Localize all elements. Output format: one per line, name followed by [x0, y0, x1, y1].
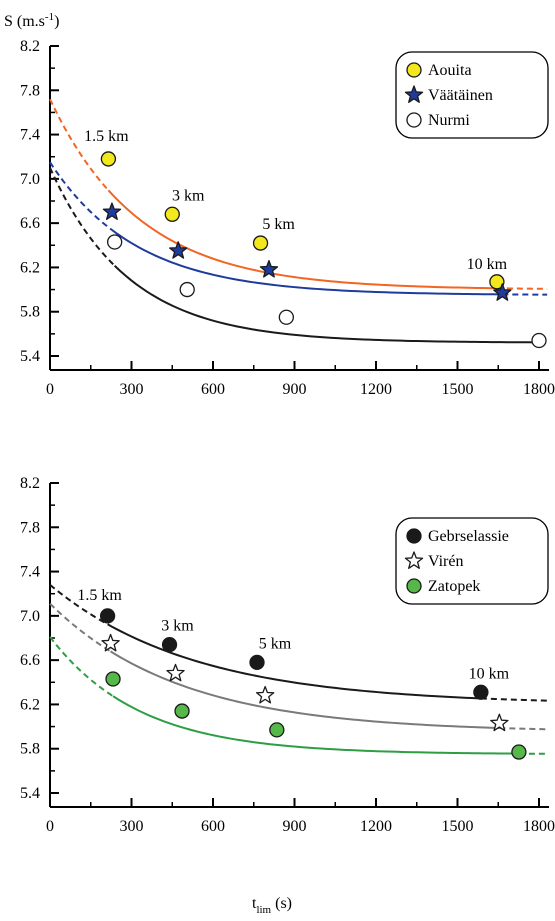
x-tick-label: 1200 — [360, 381, 392, 398]
distance-label: 1.5 km — [84, 128, 129, 145]
legend-marker-zatopek — [406, 578, 422, 594]
series-line-virén — [110, 650, 500, 730]
legend-entry: Aouita — [428, 62, 472, 79]
data-point-aouita — [164, 206, 180, 222]
y-tick-label: 5.4 — [20, 348, 40, 365]
legend-entry: Väätäinen — [428, 87, 493, 104]
legend-marker-aouita — [406, 62, 422, 78]
data-point-väätäinen — [259, 259, 279, 278]
data-point-väätäinen — [102, 202, 122, 220]
y-tick-label: 8.2 — [20, 38, 40, 55]
data-point-aouita — [100, 151, 117, 167]
data-point-väätäinen — [493, 283, 512, 301]
y-tick-label: 5.8 — [20, 741, 40, 758]
x-tick-label: 900 — [283, 381, 307, 398]
legend-marker-nurmi — [406, 112, 422, 128]
series-line-dashed-väätäinen — [49, 161, 113, 231]
series-line-gebrselassie — [107, 623, 481, 700]
legend: Gebrselassie Virén Zatopek — [395, 517, 549, 605]
distance-label: 10 km — [467, 256, 508, 273]
distance-label: 1.5 km — [77, 587, 122, 604]
data-point-nurmi — [179, 281, 195, 298]
y-tick-label: 7.4 — [20, 564, 40, 581]
distance-label: 3 km — [172, 187, 205, 204]
x-tick-label: 0 — [46, 818, 54, 835]
legend: Aouita Väätäinen Nurmi — [395, 51, 549, 139]
x-tick-label: 900 — [283, 818, 307, 835]
distance-label: 5 km — [262, 216, 295, 233]
series-line-aouita — [107, 189, 497, 290]
data-point-zatopek — [105, 671, 121, 687]
legend-marker-väätäinen — [404, 85, 424, 103]
data-point-zatopek — [511, 744, 527, 760]
series-line-dashed-gebrselassie — [49, 584, 109, 626]
x-tick-label: 300 — [120, 818, 144, 835]
x-tick-label: 1200 — [360, 818, 392, 835]
data-point-virén — [101, 633, 120, 652]
y-tick-label: 7.0 — [20, 171, 40, 188]
y-tick-label: 5.8 — [20, 304, 40, 321]
data-point-aouita — [252, 235, 269, 251]
data-point-virén — [166, 663, 185, 682]
x-tick-label: 600 — [201, 818, 225, 835]
data-point-väätäinen — [169, 241, 188, 259]
y-tick-label: 6.2 — [20, 259, 40, 276]
data-point-aouita — [489, 274, 505, 290]
y-axis-label: S (m.s-1) — [4, 11, 59, 30]
series-line-dashed-end-gebrselassie — [480, 697, 548, 702]
legend-box — [395, 517, 549, 605]
x-tick-label: 1800 — [523, 818, 555, 835]
data-point-nurmi — [278, 309, 295, 325]
series-line-dashed-nurmi — [49, 167, 116, 267]
series-line-zatopek — [112, 695, 519, 755]
data-point-virén — [255, 685, 275, 704]
data-point-gebrselassie — [161, 636, 178, 653]
chart-panel-2: 5.4 5.8 6.2 6.6 7.0 7.4 7.8 8.2 0 300 600 900 1200 15… — [20, 475, 555, 835]
y-tick-label: 6.2 — [20, 696, 40, 713]
data-point-gebrselassie — [249, 654, 265, 671]
y-tick-label: 7.8 — [20, 519, 40, 536]
series-line-nurmi — [113, 264, 540, 344]
x-tick-label: 1500 — [442, 818, 474, 835]
legend-entry: Nurmi — [428, 112, 470, 129]
series-line-dashed-zatopek — [49, 636, 114, 697]
distance-label: 5 km — [259, 635, 292, 652]
series-line-dashed-aouita — [49, 98, 110, 191]
data-point-zatopek — [174, 703, 190, 719]
y-tick-label: 7.4 — [20, 127, 40, 144]
legend-entry: Gebrselassie — [428, 528, 509, 545]
legend-box — [395, 51, 549, 139]
data-point-virén — [490, 713, 509, 732]
legend-marker-virén — [404, 551, 424, 569]
data-point-zatopek — [269, 722, 285, 738]
x-tick-label: 300 — [120, 381, 144, 398]
legend-marker-gebrselassie — [406, 528, 422, 544]
x-tick-label: 1800 — [523, 381, 555, 398]
legend-entry: Virén — [428, 553, 463, 570]
x-tick-label: 1500 — [442, 381, 474, 398]
y-tick-label: 5.4 — [20, 785, 40, 802]
x-tick-label: 600 — [201, 381, 225, 398]
y-tick-label: 6.6 — [20, 652, 40, 669]
series-line-dashed-virén — [49, 602, 112, 653]
series-line-dashed-end-virén — [499, 727, 548, 731]
x-axis-label: tlim (s) — [252, 895, 292, 916]
data-point-gebrselassie — [473, 684, 489, 700]
series-line-dashed-end-aouita — [496, 287, 548, 290]
y-tick-label: 7.8 — [20, 82, 40, 99]
distance-label: 3 km — [161, 618, 194, 635]
legend-entry: Zatopek — [428, 578, 480, 595]
x-tick-label: 0 — [46, 381, 54, 398]
chart-panel-1: 5.4 5.8 6.2 6.6 7.0 7.4 7.8 8.2 0 300 600 900 1200 15… — [20, 38, 555, 398]
y-tick-label: 8.2 — [20, 475, 40, 492]
y-tick-label: 7.0 — [20, 608, 40, 625]
data-point-gebrselassie — [99, 608, 116, 624]
data-point-nurmi — [531, 332, 547, 349]
data-point-nurmi — [107, 234, 123, 250]
y-tick-label: 6.6 — [20, 215, 40, 232]
series-line-väätäinen — [111, 229, 503, 296]
distance-label: 10 km — [469, 665, 510, 682]
